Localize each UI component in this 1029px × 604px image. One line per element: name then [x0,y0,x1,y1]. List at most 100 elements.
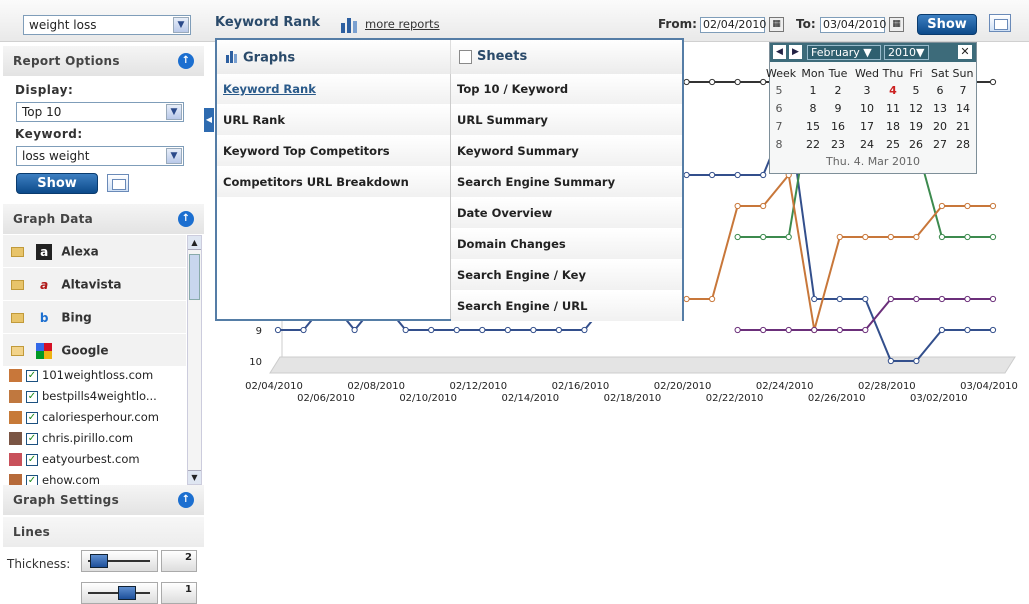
calendar-day[interactable]: 16 [831,120,845,133]
calendar-day[interactable]: 10 [860,102,874,115]
engine-bing[interactable]: b Bing [3,301,186,334]
site-item[interactable]: ✓ ehow.com [9,473,189,494]
new-window-icon[interactable] [107,174,129,192]
site-item[interactable]: ✓ bestpills4weightlo... [9,389,189,410]
collapse-up-icon[interactable]: ↑ [178,211,194,227]
more-reports-link[interactable]: more reports [365,17,440,31]
site-checkbox[interactable]: ✓ [26,411,38,424]
google-icon [36,343,53,359]
calendar-day[interactable]: 15 [806,120,820,133]
scroll-thumb[interactable] [189,254,200,300]
calendar-icon[interactable]: ▦ [889,17,904,32]
calendar-day[interactable]: 22 [806,138,820,151]
collapse-up-icon[interactable]: ↑ [178,492,194,508]
site-item[interactable]: ✓ chris.pirillo.com [9,431,189,452]
scroll-down-icon[interactable]: ▼ [188,470,201,484]
site-checkbox[interactable]: ✓ [26,390,38,403]
data-point [989,78,997,86]
site-item[interactable]: ✓ eatyourbest.com [9,452,189,473]
keyword-options-select[interactable]: loss weight ▼ [16,146,184,166]
calendar-day[interactable]: 3 [863,84,871,97]
calendar-day[interactable]: 20 [933,120,947,133]
data-point [938,295,946,303]
calendar-day[interactable]: 19 [909,120,923,133]
site-item[interactable]: ✓ 101weightloss.com [9,368,189,389]
calendar-day[interactable]: 11 [886,102,900,115]
calendar-day[interactable]: 18 [886,120,900,133]
display-label: Display: [15,83,74,97]
menu-item-sheet[interactable]: Search Engine / URL [451,291,682,322]
calendar-day[interactable]: 2 [834,84,842,97]
calendar-day[interactable]: 26 [909,138,923,151]
calendar-day[interactable]: 23 [831,138,845,151]
week-number: 6 [775,102,783,115]
calendar-day[interactable]: 17 [860,120,874,133]
data-point [811,295,818,303]
collapse-left-icon[interactable]: ◀ [204,108,214,132]
calendar-day[interactable]: 21 [956,120,970,133]
show-button[interactable]: Show [917,14,977,35]
menu-item-sheet[interactable]: Top 10 / Keyword [451,74,682,105]
calendar-day[interactable]: 12 [909,102,923,115]
bar-chart-icon[interactable] [340,15,358,33]
menu-item-graph[interactable]: Competitors URL Breakdown [217,167,450,198]
site-label: ehow.com [42,473,100,487]
chevron-down-icon[interactable]: ▼ [173,17,189,33]
slider-handle[interactable] [118,586,136,600]
chevron-down-icon[interactable]: ▼ [166,148,182,164]
new-window-icon[interactable] [989,14,1011,32]
menu-item-sheet[interactable]: Domain Changes [451,229,682,260]
altavista-icon: a [40,278,49,292]
series-line [737,298,993,331]
color-swatch [9,411,22,424]
to-date-input[interactable]: 03/04/2010 [820,17,886,33]
menu-item-sheet[interactable]: Date Overview [451,198,682,229]
calendar-day[interactable]: 8 [809,102,817,115]
calendar-day[interactable]: 25 [886,138,900,151]
prev-month-icon[interactable]: ◀ [773,45,786,59]
data-point [913,295,920,303]
display-select[interactable]: Top 10 ▼ [16,102,184,122]
color-swatch [9,453,22,466]
site-checkbox[interactable]: ✓ [26,453,38,466]
menu-item-graph[interactable]: Keyword Rank [217,74,450,105]
calendar-day[interactable]: 4 [889,84,897,97]
calendar-day[interactable]: 13 [933,102,947,115]
calendar-day[interactable]: 28 [956,138,970,151]
engine-google[interactable]: Google [3,334,186,367]
engine-altavista[interactable]: a Altavista [3,268,186,301]
calendar-day[interactable]: 5 [912,84,920,97]
sidebar-show-button[interactable]: Show [16,173,98,194]
slider-handle[interactable] [90,554,108,568]
month-select[interactable]: February ▼ [807,45,881,60]
calendar-icon[interactable]: ▦ [769,17,784,32]
menu-item-sheet[interactable]: Search Engine Summary [451,167,682,198]
scroll-up-icon[interactable]: ▲ [188,236,201,250]
menu-item-graph[interactable]: URL Rank [217,105,450,136]
calendar-day[interactable]: 14 [956,102,970,115]
site-checkbox[interactable]: ✓ [26,432,38,445]
site-checkbox[interactable]: ✓ [26,369,38,382]
calendar-day[interactable]: 1 [809,84,817,97]
menu-item-sheet[interactable]: URL Summary [451,105,682,136]
site-item[interactable]: ✓ caloriesperhour.com [9,410,189,431]
thickness-slider[interactable] [81,550,158,572]
next-month-icon[interactable]: ▶ [789,45,802,59]
calendar-day[interactable]: 24 [860,138,874,151]
from-date-input[interactable]: 02/04/2010 [700,17,766,33]
close-icon[interactable]: ✕ [958,45,972,59]
calendar-day[interactable]: 7 [959,84,967,97]
site-list-scrollbar[interactable]: ▲ ▼ [187,235,202,485]
calendar-day[interactable]: 27 [933,138,947,151]
year-select[interactable]: 2010▼ [884,45,929,60]
keyword-select[interactable]: weight loss ▼ [23,15,191,35]
opacity-slider[interactable] [81,582,158,604]
calendar-day[interactable]: 9 [834,102,842,115]
collapse-up-icon[interactable]: ↑ [178,53,194,69]
engine-alexa[interactable]: a Alexa [3,235,186,268]
menu-item-graph[interactable]: Keyword Top Competitors [217,136,450,167]
chevron-down-icon[interactable]: ▼ [166,104,182,120]
menu-item-sheet[interactable]: Keyword Summary [451,136,682,167]
menu-item-sheet[interactable]: Search Engine / Key [451,260,682,291]
calendar-day[interactable]: 6 [936,84,944,97]
